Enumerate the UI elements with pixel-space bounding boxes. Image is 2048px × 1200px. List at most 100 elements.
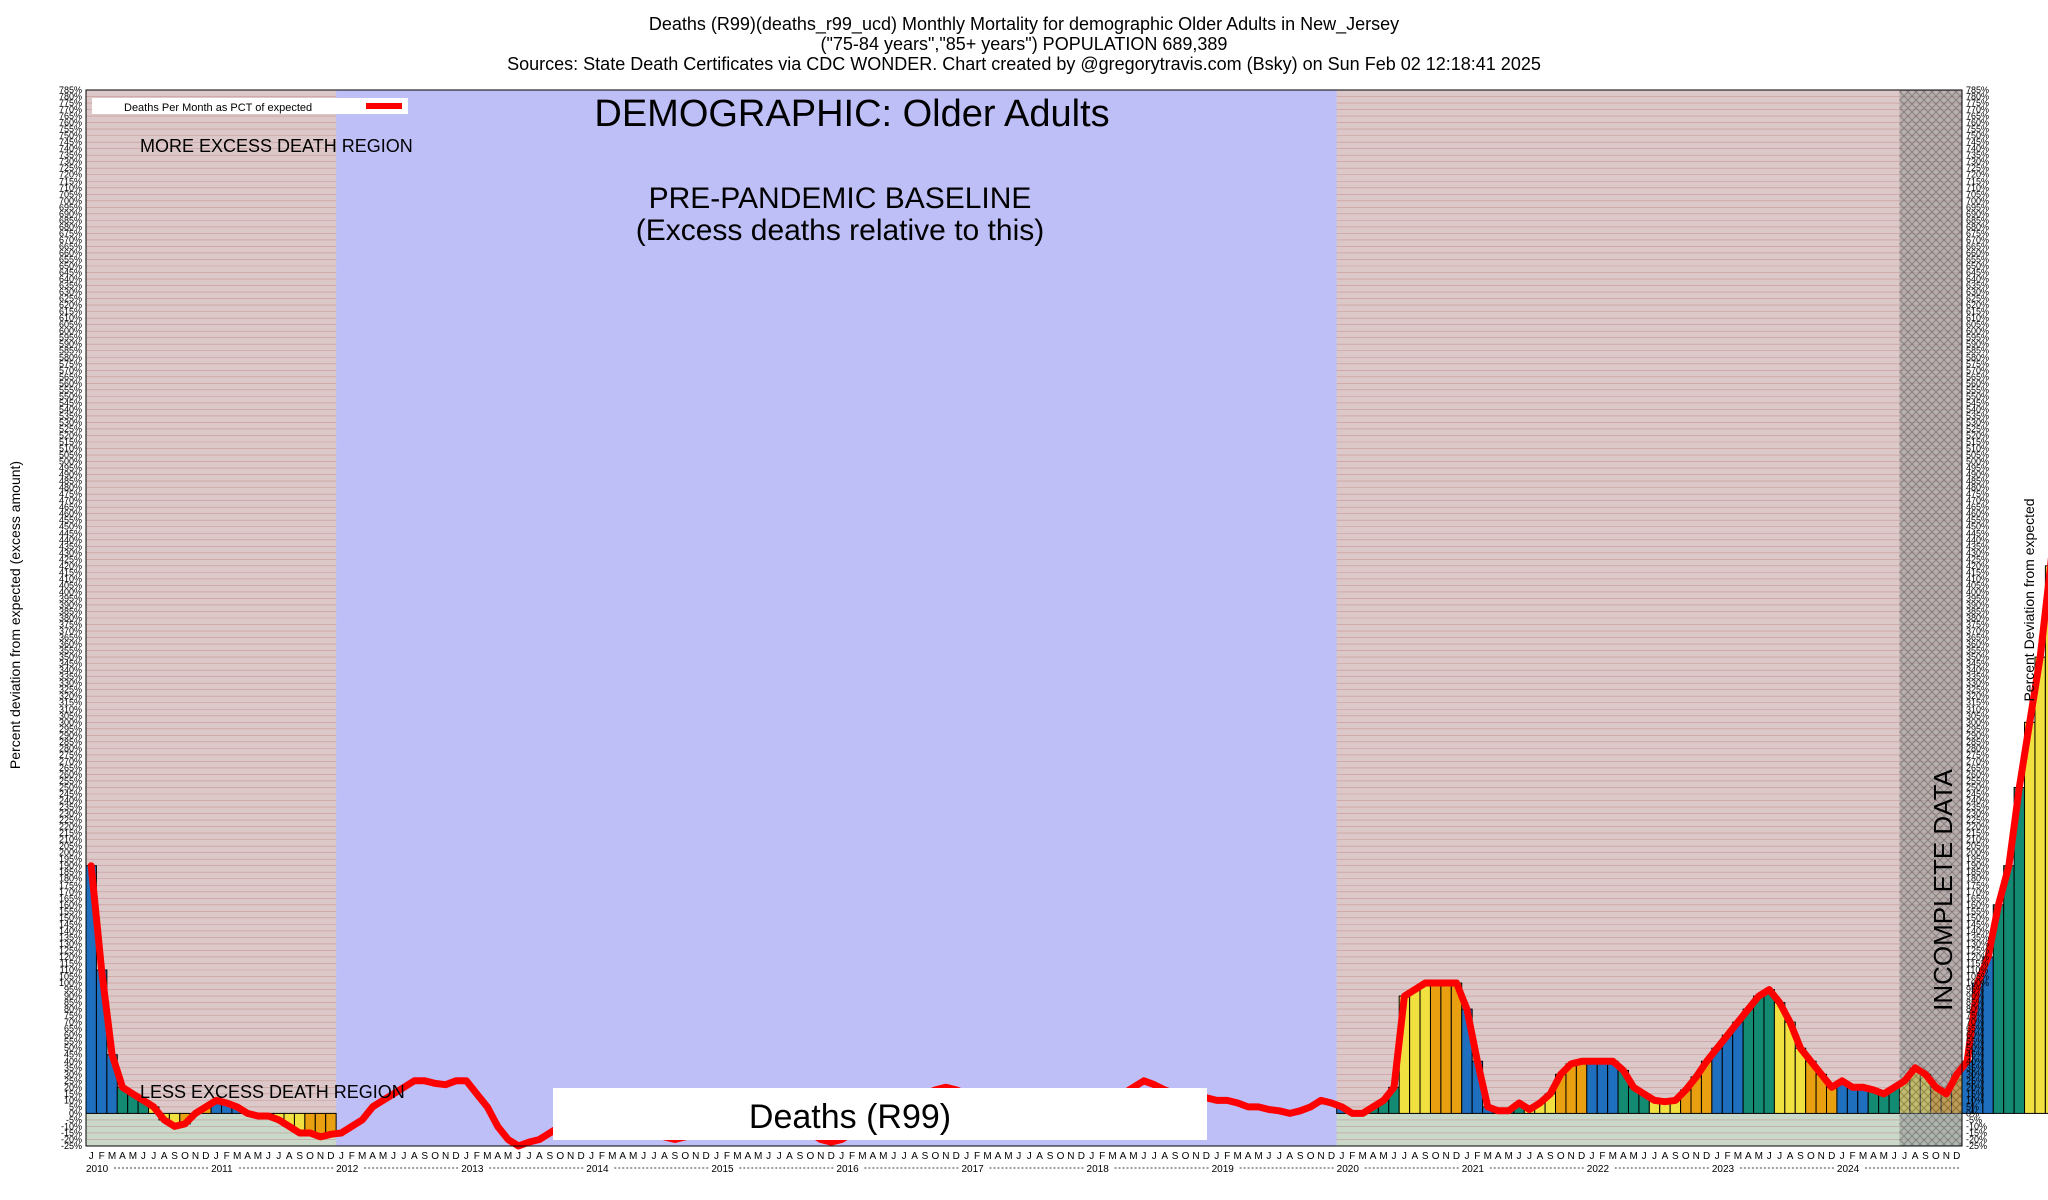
y-tick-label: 410% — [1966, 574, 1989, 584]
y-tick-label: 175% — [1966, 880, 1989, 890]
y-tick-label: 690% — [1966, 209, 1989, 219]
x-tick-month: M — [483, 1151, 491, 1162]
x-tick-year: 2011 — [211, 1164, 233, 1175]
chart-title-line-3: Sources: State Death Certificates via CD… — [507, 54, 1541, 74]
y-tick-label: 500% — [59, 457, 82, 467]
y-tick-label: 675% — [59, 228, 82, 238]
x-tick-month: A — [494, 1151, 501, 1162]
x-tick-month: M — [629, 1151, 637, 1162]
x-tick-month: D — [202, 1151, 209, 1162]
y-tick-label: 390% — [59, 600, 82, 610]
legend-label: Deaths Per Month as PCT of expected — [124, 102, 312, 114]
y-tick-label: 495% — [1966, 463, 1989, 473]
y-tick-label: 510% — [1966, 444, 1989, 454]
bar — [2003, 865, 2015, 1114]
y-tick-label: 410% — [59, 574, 82, 584]
x-tick-month: M — [1609, 1151, 1617, 1162]
y-tick-label: 350% — [1966, 652, 1989, 662]
x-tick-month: M — [1379, 1151, 1387, 1162]
bar — [1753, 995, 1765, 1114]
y-tick-label: 165% — [1966, 893, 1989, 903]
y-tick-label: 185% — [1966, 867, 1989, 877]
y-tick-label: 140% — [59, 926, 82, 936]
y-tick-label: 230% — [59, 809, 82, 819]
x-tick-month: S — [1672, 1151, 1679, 1162]
y-tick-label: 360% — [59, 639, 82, 649]
y-tick-label: 20% — [1966, 1082, 1984, 1092]
x-tick-month: A — [911, 1151, 918, 1162]
y-tick-label: 610% — [1966, 313, 1989, 323]
y-tick-label: 85% — [64, 998, 82, 1008]
y-tick-label: 460% — [1966, 509, 1989, 519]
y-tick-label: 290% — [59, 730, 82, 740]
x-tick-month: F — [1599, 1151, 1605, 1162]
x-tick-month: O — [1307, 1151, 1315, 1162]
y-tick-label: 240% — [1966, 796, 1989, 806]
y-tick-label: 170% — [1966, 887, 1989, 897]
footer-title-box: Deaths (R99) — [553, 1088, 1207, 1140]
x-tick-month: J — [1277, 1151, 1282, 1162]
x-tick-month: J — [777, 1151, 782, 1162]
y-tick-label: 315% — [1966, 698, 1989, 708]
y-tick-label: 595% — [1966, 333, 1989, 343]
x-tick-month: J — [1391, 1151, 1396, 1162]
less-excess-label: LESS EXCESS DEATH REGION — [140, 1082, 405, 1102]
y-tick-label: 520% — [1966, 430, 1989, 440]
x-tick-month: N — [1693, 1151, 1700, 1162]
x-tick-month: N — [567, 1151, 574, 1162]
y-tick-label: 75% — [64, 1011, 82, 1021]
y-tick-label: 710% — [1966, 183, 1989, 193]
y-tick-label: 345% — [59, 659, 82, 669]
x-tick-month: A — [369, 1151, 376, 1162]
x-tick-month: D — [1328, 1151, 1335, 1162]
x-tick-month: S — [1922, 1151, 1929, 1162]
x-tick-month: A — [1620, 1151, 1627, 1162]
x-tick-month: A — [619, 1151, 626, 1162]
y-tick-label: 90% — [1966, 991, 1984, 1001]
x-tick-month: A — [1245, 1151, 1252, 1162]
x-tick-month: A — [661, 1151, 668, 1162]
x-tick-month: J — [1767, 1151, 1772, 1162]
y-tick-label: 445% — [59, 528, 82, 538]
x-tick-month: O — [181, 1151, 189, 1162]
x-tick-month: J — [1402, 1151, 1407, 1162]
y-tick-label: 490% — [59, 470, 82, 480]
y-tick-label: 25% — [64, 1076, 82, 1086]
x-tick-year: 2016 — [836, 1164, 859, 1175]
y-tick-label: 55% — [1966, 1037, 1984, 1047]
y-tick-label: 585% — [59, 346, 82, 356]
x-tick-month: A — [1537, 1151, 1544, 1162]
x-tick-month: M — [733, 1151, 741, 1162]
y-tick-label: 760% — [1966, 118, 1989, 128]
y-tick-label: 45% — [1966, 1050, 1984, 1060]
x-tick-year: 2022 — [1587, 1164, 1610, 1175]
x-tick-month: J — [526, 1151, 531, 1162]
y-tick-label: 295% — [59, 724, 82, 734]
y-tick-label: 500% — [1966, 457, 1989, 467]
x-tick-month: D — [703, 1151, 710, 1162]
x-tick-month: D — [327, 1151, 334, 1162]
x-tick-month: J — [391, 1151, 396, 1162]
y-tick-label: -10% — [1966, 1121, 1987, 1131]
y-tick-label: -10% — [61, 1121, 82, 1131]
y-tick-label: 620% — [1966, 300, 1989, 310]
y-tick-label: 515% — [59, 437, 82, 447]
y-tick-label: 685% — [1966, 215, 1989, 225]
y-tick-label: 705% — [59, 189, 82, 199]
y-tick-label: 745% — [59, 137, 82, 147]
y-tick-label: 720% — [1966, 170, 1989, 180]
y-tick-label: 625% — [1966, 294, 1989, 304]
y-tick-label: 235% — [1966, 802, 1989, 812]
y-tick-label: 565% — [1966, 372, 1989, 382]
x-tick-month: D — [1828, 1151, 1835, 1162]
y-tick-label: 610% — [59, 313, 82, 323]
y-tick-label: 110% — [1966, 965, 1988, 975]
y-tick-label: 370% — [1966, 626, 1989, 636]
y-tick-label: 155% — [1966, 906, 1989, 916]
x-tick-month: J — [1642, 1151, 1647, 1162]
y-tick-label: 650% — [59, 261, 82, 271]
x-tick-month: F — [474, 1151, 480, 1162]
y-tick-label: 65% — [1966, 1024, 1984, 1034]
y-tick-label: 225% — [1966, 815, 1989, 825]
y-tick-label: 750% — [59, 131, 82, 141]
